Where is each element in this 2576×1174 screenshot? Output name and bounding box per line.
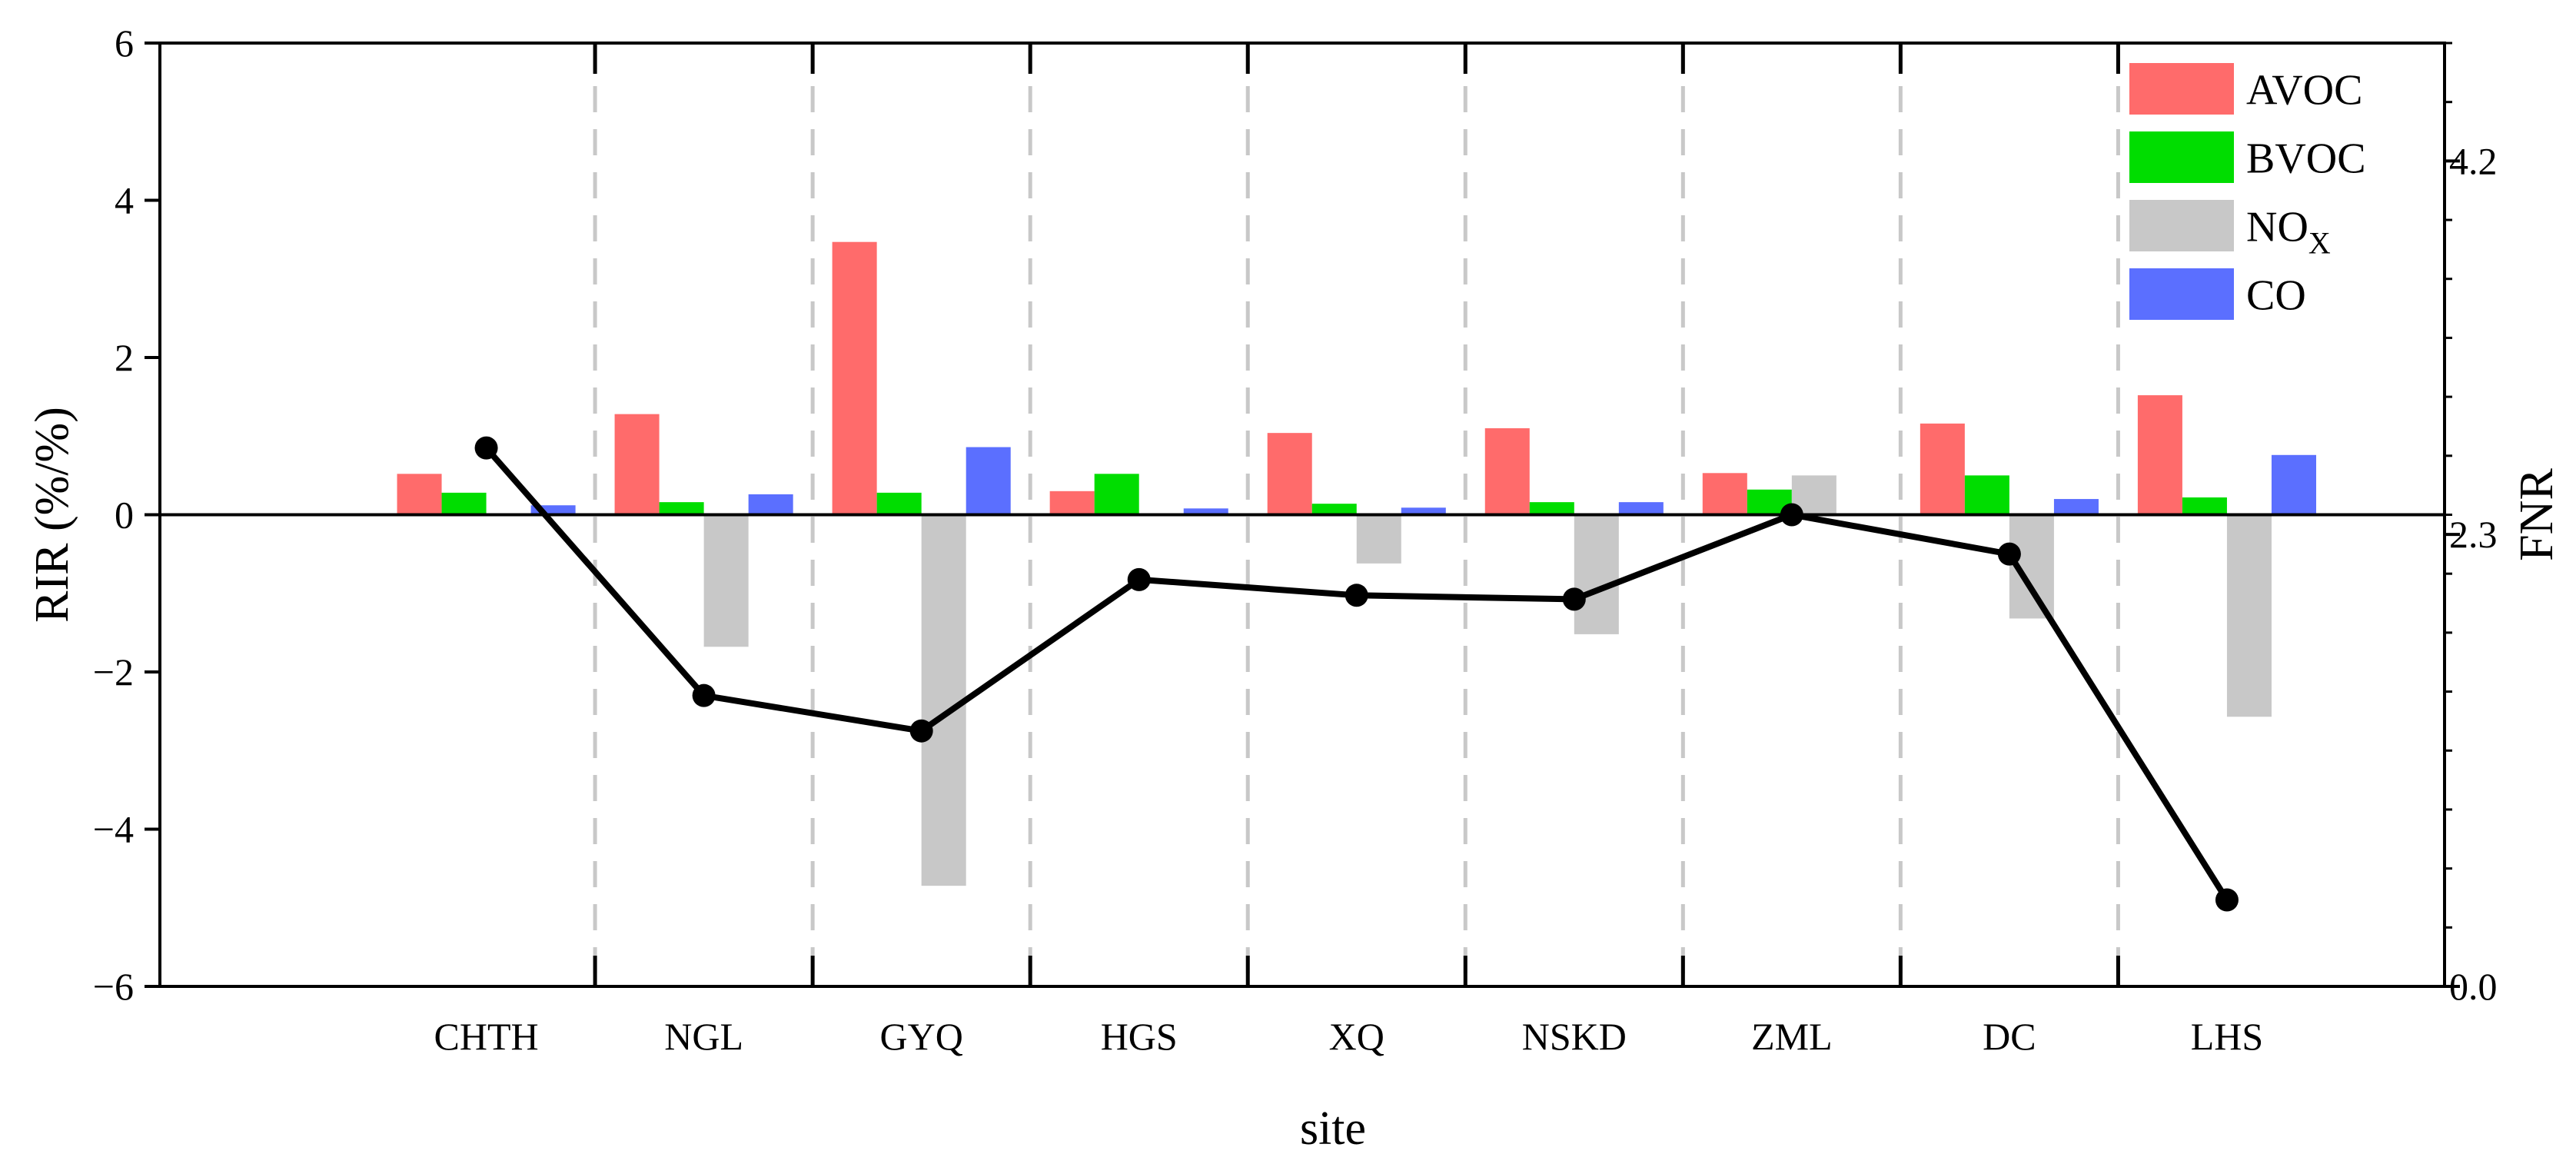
y-tick-label: −2 <box>93 650 134 693</box>
fnr-point-zml <box>1780 503 1803 527</box>
bar-bvoc-chth <box>441 492 487 515</box>
y2-tick-label: 2.3 <box>2449 513 2498 556</box>
bar-co-nskd <box>1618 502 1664 515</box>
y-tick-label: −4 <box>93 808 134 851</box>
x-tick-label-lhs: LHS <box>2191 1015 2263 1058</box>
fnr-point-nskd <box>1562 587 1586 611</box>
x-axis-title: site <box>1300 1102 1366 1155</box>
bar-bvoc-xq <box>1311 504 1357 515</box>
bar-avoc-lhs <box>2137 395 2182 515</box>
bar-avoc-nskd <box>1484 428 1530 515</box>
legend-swatch-nox <box>2129 200 2234 251</box>
bar-nox-gyq <box>921 514 966 886</box>
bar-avoc-xq <box>1267 433 1312 515</box>
y-axis-title: RIR (%/%) <box>26 407 78 623</box>
legend-label-text: AVOC <box>2246 67 2362 115</box>
legend-label-text: CO <box>2246 272 2306 320</box>
x-tick-label-xq: XQ <box>1329 1015 1384 1058</box>
legend-label-text: NO <box>2246 204 2308 251</box>
x-tick-label-ngl: NGL <box>664 1015 743 1058</box>
bar-bvoc-dc <box>1964 475 2009 515</box>
legend-swatch-bvoc <box>2129 131 2234 183</box>
legend-label-avoc: AVOC <box>2246 67 2362 115</box>
bar-nox-xq <box>1356 514 1401 564</box>
x-tick-label-gyq: GYQ <box>880 1015 963 1058</box>
bar-bvoc-ngl <box>659 502 704 515</box>
fnr-point-gyq <box>909 719 933 743</box>
fnr-point-chth <box>474 436 498 460</box>
bar-co-xq <box>1401 507 1446 515</box>
y-tick-label: 2 <box>115 336 134 379</box>
fnr-point-dc <box>1997 542 2021 566</box>
bar-avoc-zml <box>1702 473 1747 515</box>
y2-tick-label: 0.0 <box>2449 965 2498 1008</box>
y-tick-label: 0 <box>115 494 134 537</box>
bar-avoc-gyq <box>832 241 877 515</box>
legend-label-nox: NOX <box>2246 204 2331 261</box>
legend-label-co: CO <box>2246 272 2306 320</box>
y-tick-label: 6 <box>115 22 134 65</box>
bar-avoc-ngl <box>614 414 660 515</box>
bar-bvoc-lhs <box>2182 497 2227 515</box>
legend-label-subscript: X <box>2308 226 2331 261</box>
legend-swatch-avoc <box>2129 63 2234 115</box>
legend-swatch-co <box>2129 268 2234 320</box>
bar-nox-lhs <box>2226 514 2272 717</box>
fnr-point-hgs <box>1127 567 1151 591</box>
x-tick-label-dc: DC <box>1983 1015 2036 1058</box>
bar-co-ngl <box>748 494 793 515</box>
bar-co-gyq <box>966 447 1011 515</box>
y2-axis-title: FNR <box>2511 468 2563 561</box>
bar-avoc-hgs <box>1049 491 1095 515</box>
y-tick-label: 4 <box>115 179 134 222</box>
y2-tick-label: 4.2 <box>2449 139 2498 182</box>
bar-bvoc-hgs <box>1094 474 1139 515</box>
legend-label-text: BVOC <box>2246 135 2366 183</box>
fnr-point-xq <box>1345 584 1368 607</box>
bar-co-dc <box>2053 499 2099 515</box>
bar-avoc-dc <box>1920 423 1965 515</box>
legend-label-bvoc: BVOC <box>2246 135 2366 183</box>
fnr-point-lhs <box>2215 888 2239 912</box>
x-tick-label-chth: CHTH <box>434 1015 539 1058</box>
bar-co-hgs <box>1183 508 1228 515</box>
bar-bvoc-gyq <box>876 492 922 515</box>
y-tick-label: −6 <box>93 965 134 1008</box>
bar-co-lhs <box>2271 454 2317 515</box>
bar-nox-ngl <box>703 514 749 647</box>
fnr-point-ngl <box>692 683 716 707</box>
x-tick-label-zml: ZML <box>1751 1015 1833 1058</box>
bar-avoc-chth <box>397 474 442 515</box>
x-tick-label-nskd: NSKD <box>1522 1015 1627 1058</box>
bar-bvoc-nskd <box>1529 502 1574 515</box>
bar-nox-nskd <box>1574 514 1619 634</box>
x-tick-label-hgs: HGS <box>1101 1015 1178 1058</box>
